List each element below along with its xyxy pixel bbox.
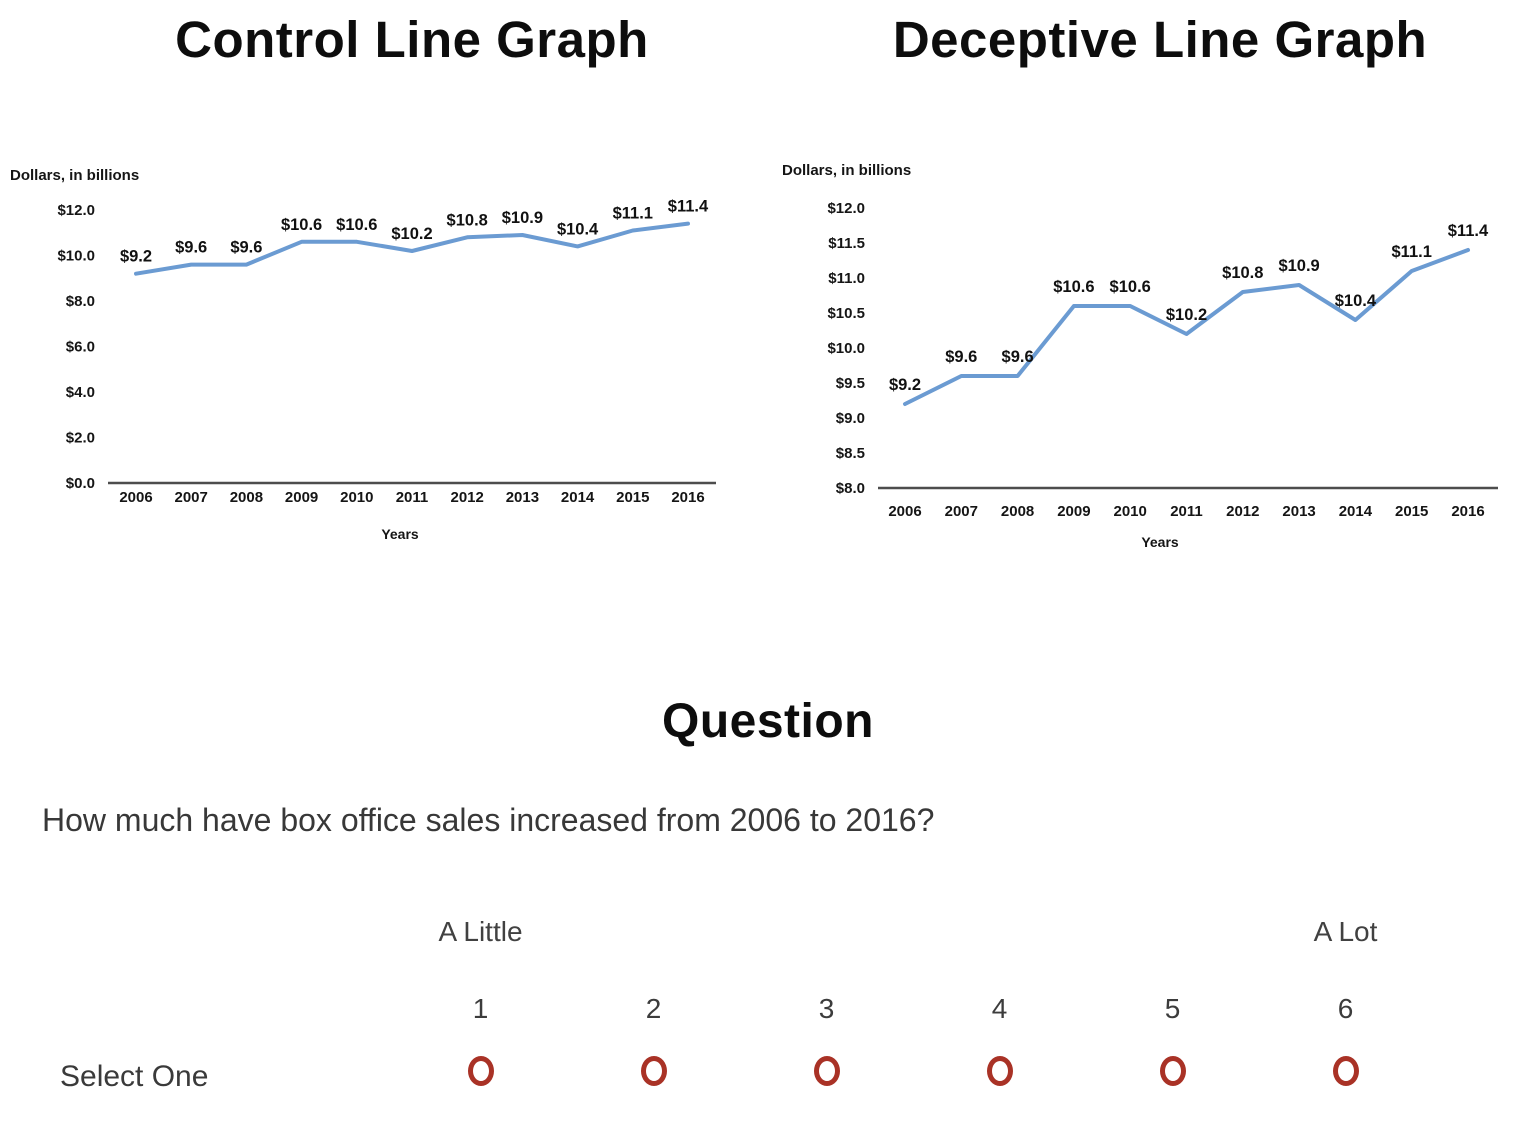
data-point-label: $9.2 [120, 248, 152, 266]
x-tick-label: 2006 [119, 489, 152, 506]
scale-number-1: 1 [472, 993, 489, 1024]
radio-option-4[interactable] [986, 1056, 1013, 1086]
data-point-label: $10.6 [281, 216, 322, 234]
radio-option-5[interactable] [1159, 1056, 1186, 1086]
y-tick-label: $8.0 [836, 480, 865, 497]
radio-option-6[interactable] [1332, 1056, 1359, 1086]
data-point-label: $9.6 [175, 239, 207, 257]
scale-number-4: 4 [991, 993, 1008, 1024]
x-tick-label: 2008 [230, 489, 263, 506]
select-one-label: Select One [60, 1060, 209, 1093]
scale-number-6: 6 [1337, 993, 1354, 1024]
data-point-label: $10.9 [1278, 257, 1319, 275]
y-tick-label: $2.0 [66, 430, 95, 447]
y-tick-label: $12.0 [57, 202, 95, 219]
data-point-label: $11.1 [613, 204, 653, 222]
y-tick-label: $8.5 [836, 445, 865, 462]
y-tick-label: $12.0 [827, 200, 865, 217]
scale-number-3: 3 [818, 993, 835, 1024]
x-tick-label: 2012 [1226, 503, 1259, 520]
y-tick-label: $0.0 [66, 475, 95, 492]
scale-number-5: 5 [1164, 993, 1181, 1024]
x-tick-label: 2007 [175, 489, 208, 506]
x-axis-title: Years [1141, 534, 1179, 550]
question-heading: Question [661, 695, 874, 748]
data-point-label: $10.6 [336, 216, 377, 234]
data-point-label: $9.6 [1002, 348, 1034, 366]
scale-radio-row [394, 1056, 1432, 1086]
x-tick-label: 2012 [451, 489, 484, 506]
x-tick-label: 2008 [1001, 503, 1034, 520]
sales-line-series [134, 221, 690, 276]
scale-anchor-labels: A Little A Lot [394, 916, 1432, 948]
x-tick-label: 2010 [340, 489, 373, 506]
data-point-label: $10.4 [1335, 292, 1377, 310]
x-tick-label: 2016 [1451, 503, 1484, 520]
control-line-chart: Dollars, in billions $0.0 $2.0 $4.0 $6.0 $8.0… [10, 167, 716, 542]
x-tick-label: 2015 [616, 489, 649, 506]
y-tick-label: $8.0 [66, 293, 95, 310]
data-point-label: $11.4 [1448, 222, 1489, 240]
x-tick-label: 2015 [1395, 503, 1428, 520]
x-tick-label: 2009 [285, 489, 318, 506]
data-point-label: $10.8 [447, 211, 488, 229]
data-point-label: $11.1 [1392, 243, 1432, 261]
y-tick-label: $6.0 [66, 339, 95, 356]
x-tick-label: 2007 [945, 503, 978, 520]
data-point-label: $10.9 [502, 209, 543, 227]
x-tick-label: 2010 [1114, 503, 1147, 520]
x-tick-label: 2009 [1057, 503, 1090, 520]
deceptive-chart-title: Deceptive Line Graph [892, 11, 1428, 68]
x-tick-label: 2013 [506, 489, 539, 506]
x-tick-label: 2014 [1339, 503, 1373, 520]
x-tick-label: 2011 [1170, 503, 1203, 520]
data-point-label: $10.8 [1222, 264, 1263, 282]
x-tick-label: 2013 [1282, 503, 1315, 520]
data-point-label: $10.2 [391, 225, 432, 243]
y-tick-label: $10.5 [827, 305, 865, 322]
y-axis-title: Dollars, in billions [10, 167, 139, 184]
sales-line-series [903, 248, 1470, 406]
y-tick-label: $10.0 [827, 340, 865, 357]
y-tick-label: $10.0 [57, 248, 95, 265]
data-point-label: $9.2 [889, 376, 921, 394]
y-tick-label: $9.0 [836, 410, 865, 427]
question-prompt: How much have box office sales increased… [42, 802, 935, 838]
data-point-label: $9.6 [945, 348, 977, 366]
x-tick-label: 2011 [396, 489, 429, 506]
data-point-label: $10.6 [1110, 278, 1151, 296]
y-tick-label: $4.0 [66, 384, 95, 401]
y-tick-label: $11.0 [828, 270, 865, 287]
x-tick-label: 2016 [671, 489, 704, 506]
data-point-label: $9.6 [230, 239, 262, 257]
radio-option-3[interactable] [813, 1056, 840, 1086]
data-point-label: $10.6 [1053, 278, 1094, 296]
radio-option-1[interactable] [467, 1056, 494, 1086]
y-tick-label: $9.5 [836, 375, 865, 392]
y-tick-label: $11.5 [828, 235, 865, 252]
scale-number-labels: 1 2 3 4 5 6 [394, 993, 1432, 1025]
data-point-label: $11.4 [668, 198, 709, 216]
rating-scale: A Little A Lot 1 2 3 4 5 6 [394, 916, 1432, 1116]
control-chart-title: Control Line Graph [175, 11, 649, 68]
x-tick-label: 2006 [888, 503, 921, 520]
data-point-label: $10.4 [557, 220, 599, 238]
x-tick-label: 2014 [561, 489, 595, 506]
radio-option-2[interactable] [640, 1056, 667, 1086]
deceptive-line-chart: Dollars, in billions $8.0 $8.5 $9.0 $9.5 $10.… [782, 162, 1498, 550]
x-axis-title: Years [381, 526, 419, 542]
y-axis-title: Dollars, in billions [782, 162, 911, 179]
scale-low-label: A Little [438, 916, 523, 947]
scale-high-label: A Lot [1313, 916, 1378, 947]
scale-number-2: 2 [645, 993, 662, 1024]
data-point-label: $10.2 [1166, 306, 1207, 324]
